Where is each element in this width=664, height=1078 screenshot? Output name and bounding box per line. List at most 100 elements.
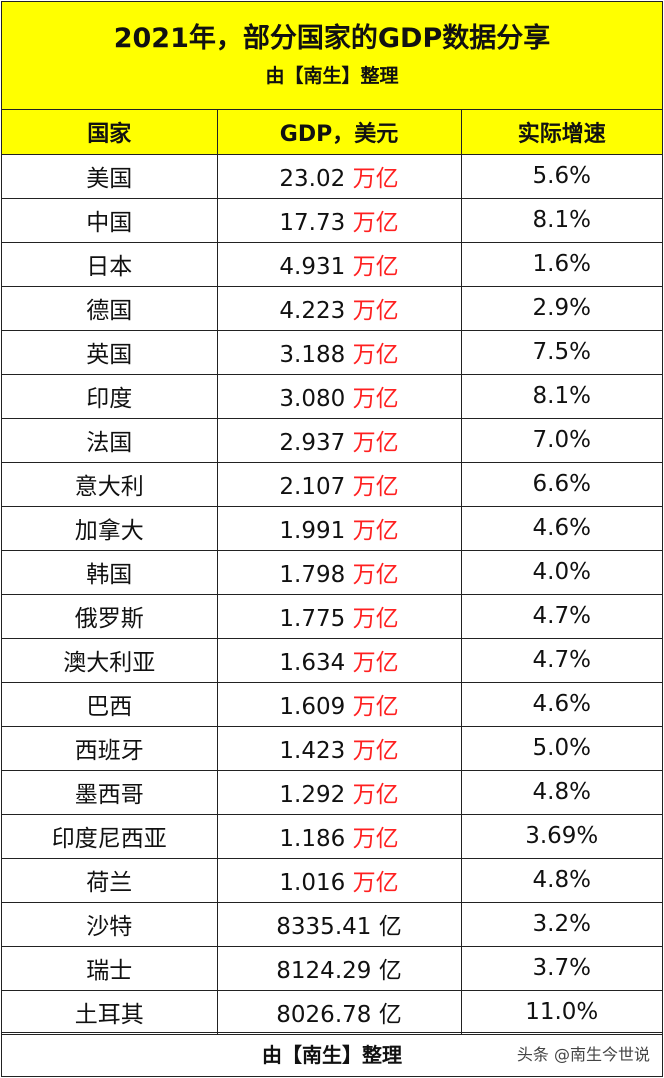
watermark: 头条 @南生今世说 (516, 1045, 650, 1064)
table-row: 加拿大 1.991 万亿 4.6% (2, 505, 662, 551)
cell-country: 巴西 (2, 681, 218, 727)
gdp-value: 1.609 (279, 694, 346, 720)
cell-growth: 4.0% (460, 549, 662, 595)
cell-country: 美国 (2, 153, 218, 199)
table-row: 日本 4.931 万亿 1.6% (2, 241, 662, 287)
table-row: 中国 17.73 万亿 8.1% (2, 197, 662, 243)
cell-growth: 4.8% (460, 769, 662, 815)
gdp-value: 4.223 (279, 298, 346, 324)
table-row: 澳大利亚 1.634 万亿 4.7% (2, 637, 662, 683)
cell-gdp: 17.73 万亿 (216, 197, 462, 243)
gdp-unit: 万亿 (352, 474, 399, 500)
cell-country: 沙特 (2, 901, 218, 947)
footer: 由【南生】整理 头条 @南生今世说 (2, 1032, 662, 1076)
table-row: 墨西哥 1.292 万亿 4.8% (2, 769, 662, 815)
cell-gdp: 23.02 万亿 (216, 153, 462, 199)
gdp-unit: 万亿 (352, 210, 399, 236)
gdp-unit: 万亿 (352, 782, 399, 808)
cell-growth: 11.0% (460, 989, 662, 1035)
gdp-unit: 万亿 (352, 518, 399, 544)
cell-growth: 4.7% (460, 637, 662, 683)
cell-growth: 2.9% (460, 285, 662, 331)
table-row: 荷兰 1.016 万亿 4.8% (2, 857, 662, 903)
gdp-value: 23.02 (279, 166, 346, 192)
cell-gdp: 1.991 万亿 (216, 505, 462, 551)
gdp-unit: 万亿 (352, 870, 399, 896)
page-title: 2021年，部分国家的GDP数据分享 (113, 23, 551, 54)
cell-gdp: 1.186 万亿 (216, 813, 462, 859)
header-row: 国家 GDP，美元 实际增速 (2, 110, 662, 155)
gdp-unit: 万亿 (352, 298, 399, 324)
cell-growth: 8.1% (460, 197, 662, 243)
cell-growth: 4.7% (460, 593, 662, 639)
cell-growth: 7.5% (460, 329, 662, 375)
cell-country: 土耳其 (2, 989, 218, 1035)
cell-gdp: 2.937 万亿 (216, 417, 462, 463)
cell-country: 德国 (2, 285, 218, 331)
cell-gdp: 1.798 万亿 (216, 549, 462, 595)
gdp-unit: 万亿 (352, 166, 399, 192)
cell-country: 英国 (2, 329, 218, 375)
gdp-unit: 万亿 (352, 430, 399, 456)
table-row: 瑞士 8124.29 亿 3.7% (2, 945, 662, 991)
cell-gdp: 4.931 万亿 (216, 241, 462, 287)
cell-country: 印度 (2, 373, 218, 419)
cell-country: 墨西哥 (2, 769, 218, 815)
gdp-unit: 万亿 (352, 386, 399, 412)
cell-country: 意大利 (2, 461, 218, 507)
gdp-value: 2.937 (279, 430, 346, 456)
gdp-unit: 万亿 (352, 606, 399, 632)
cell-country: 俄罗斯 (2, 593, 218, 639)
cell-country: 荷兰 (2, 857, 218, 903)
cell-country: 日本 (2, 241, 218, 287)
gdp-unit: 万亿 (352, 738, 399, 764)
table-row: 韩国 1.798 万亿 4.0% (2, 549, 662, 595)
table-row: 印度 3.080 万亿 8.1% (2, 373, 662, 419)
gdp-unit: 万亿 (352, 694, 399, 720)
table-row: 英国 3.188 万亿 7.5% (2, 329, 662, 375)
gdp-table: 国家 GDP，美元 实际增速 美国 23.02 万亿 5.6% 中国 17.73 万亿 8… (2, 110, 662, 1035)
gdp-value: 1.798 (279, 562, 346, 588)
cell-growth: 6.6% (460, 461, 662, 507)
table-body: 美国 23.02 万亿 5.6% 中国 17.73 万亿 8.1% 日本 4.931 万亿 1.… (2, 153, 662, 1035)
page-subtitle: 由【南生】整理 (265, 65, 399, 87)
cell-country: 瑞士 (2, 945, 218, 991)
cell-country: 中国 (2, 197, 218, 243)
cell-growth: 3.7% (460, 945, 662, 991)
cell-gdp: 1.292 万亿 (216, 769, 462, 815)
cell-growth: 1.6% (460, 241, 662, 287)
cell-country: 法国 (2, 417, 218, 463)
cell-gdp: 3.188 万亿 (216, 329, 462, 375)
cell-gdp: 2.107 万亿 (216, 461, 462, 507)
cell-country: 韩国 (2, 549, 218, 595)
cell-gdp: 3.080 万亿 (216, 373, 462, 419)
footer-credit: 由【南生】整理 (262, 1043, 402, 1067)
gdp-unit: 亿 (378, 1002, 402, 1028)
cell-country: 澳大利亚 (2, 637, 218, 683)
table-row: 俄罗斯 1.775 万亿 4.7% (2, 593, 662, 639)
table-row: 土耳其 8026.78 亿 11.0% (2, 989, 662, 1035)
gdp-value: 8026.78 (276, 1002, 372, 1028)
gdp-value: 1.991 (279, 518, 346, 544)
cell-growth: 5.0% (460, 725, 662, 771)
cell-growth: 4.6% (460, 681, 662, 727)
gdp-value: 3.080 (279, 386, 346, 412)
cell-gdp: 1.016 万亿 (216, 857, 462, 903)
cell-gdp: 1.775 万亿 (216, 593, 462, 639)
table-row: 意大利 2.107 万亿 6.6% (2, 461, 662, 507)
table-row: 德国 4.223 万亿 2.9% (2, 285, 662, 331)
table-row: 西班牙 1.423 万亿 5.0% (2, 725, 662, 771)
gdp-unit: 万亿 (352, 650, 399, 676)
gdp-unit: 万亿 (352, 562, 399, 588)
gdp-value: 1.016 (279, 870, 346, 896)
gdp-value: 1.634 (279, 650, 346, 676)
cell-gdp: 1.634 万亿 (216, 637, 462, 683)
gdp-value: 8124.29 (276, 958, 372, 984)
table-row: 美国 23.02 万亿 5.6% (2, 153, 662, 199)
gdp-unit: 万亿 (352, 254, 399, 280)
cell-growth: 4.6% (460, 505, 662, 551)
table-row: 法国 2.937 万亿 7.0% (2, 417, 662, 463)
gdp-value: 1.775 (279, 606, 346, 632)
gdp-value: 3.188 (279, 342, 346, 368)
